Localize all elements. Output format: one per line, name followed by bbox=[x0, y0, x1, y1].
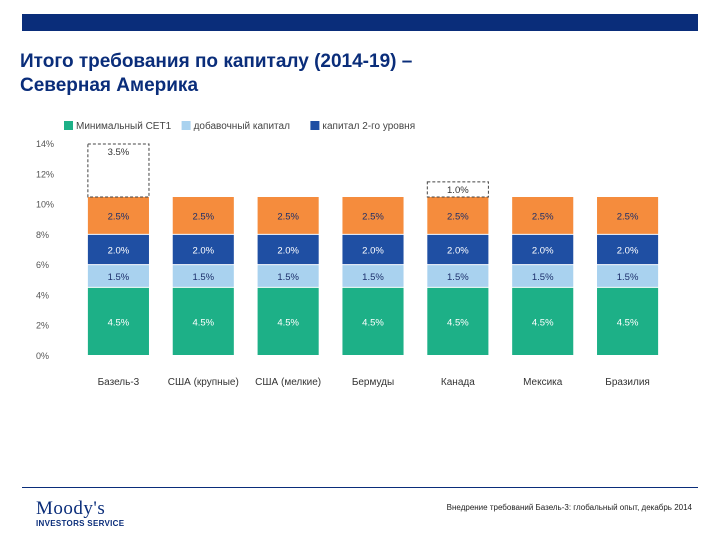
bar-value-label: 3.5% bbox=[108, 147, 130, 158]
bar-value-label: 1.5% bbox=[108, 272, 130, 283]
bar-value-label: 4.5% bbox=[447, 317, 469, 328]
bar-segment bbox=[257, 265, 319, 287]
bar-value-label: 1.5% bbox=[617, 272, 639, 283]
x-category-label: Бермуды bbox=[352, 377, 394, 388]
bar-segment bbox=[342, 287, 404, 355]
x-category-label: Бразилия bbox=[605, 377, 650, 388]
bar-value-label: 2.0% bbox=[192, 246, 214, 257]
logo-wordmark: Moody's bbox=[36, 498, 106, 519]
bar-value-label: 2.0% bbox=[617, 246, 639, 257]
bar-value-label: 1.5% bbox=[447, 272, 469, 283]
bar-segment bbox=[427, 234, 489, 265]
x-category-label: США (мелкие) bbox=[255, 377, 321, 388]
bar-value-label: 1.5% bbox=[277, 272, 299, 283]
source-note: Внедрение требований Базель-3: глобальны… bbox=[446, 503, 692, 512]
bar-segment bbox=[342, 265, 404, 287]
legend-swatch-1 bbox=[181, 121, 191, 130]
y-tick-label: 12% bbox=[36, 169, 54, 179]
legend-label-0: Минимальный CET1 bbox=[76, 121, 172, 132]
bar-segment bbox=[172, 234, 234, 265]
bar-value-label: 4.5% bbox=[532, 317, 554, 328]
bar-segment bbox=[257, 197, 319, 234]
legend-swatch-0 bbox=[64, 121, 73, 130]
bar-segment bbox=[172, 265, 234, 287]
bar-value-label: 2.5% bbox=[192, 211, 214, 222]
y-tick-label: 2% bbox=[36, 321, 49, 331]
page-title: Итого требования по капиталу (2014-19) –… bbox=[20, 50, 700, 98]
bar-value-label: 1.5% bbox=[532, 272, 554, 283]
x-category-label: Базель-3 bbox=[98, 377, 140, 388]
bar-segment bbox=[87, 234, 149, 265]
bar-value-label: 2.0% bbox=[362, 246, 384, 257]
bar-segment bbox=[512, 287, 574, 355]
bar-value-label: 2.5% bbox=[617, 211, 639, 222]
bar-segment bbox=[87, 143, 150, 198]
title-line-2: Северная Америка bbox=[20, 75, 199, 96]
bar-segment bbox=[172, 287, 234, 355]
bar-segment bbox=[427, 265, 489, 287]
bar-segment bbox=[512, 234, 574, 265]
bar-segment bbox=[342, 234, 404, 265]
bar-value-label: 1.5% bbox=[192, 272, 214, 283]
bar-value-label: 2.5% bbox=[108, 211, 130, 222]
y-tick-label: 8% bbox=[36, 230, 49, 240]
bar-value-label: 2.5% bbox=[277, 211, 299, 222]
bar-segment bbox=[597, 197, 659, 234]
bar-value-label: 4.5% bbox=[362, 317, 384, 328]
bar-value-label: 2.5% bbox=[447, 211, 469, 222]
bar-segment bbox=[87, 265, 149, 287]
bar-segment bbox=[172, 197, 234, 234]
logo-subtitle: INVESTORS SERVICE bbox=[36, 519, 125, 528]
bar-value-label: 4.5% bbox=[617, 317, 639, 328]
bar-segment bbox=[342, 197, 404, 234]
capital-requirements-chart: Минимальный CET1 добавочный капитал капита… bbox=[36, 120, 659, 388]
bar-value-label: 2.5% bbox=[362, 211, 384, 222]
bar-value-label: 4.5% bbox=[108, 317, 130, 328]
x-category-label: Канада bbox=[441, 377, 475, 388]
bar-segment bbox=[87, 287, 149, 355]
bar-value-label: 4.5% bbox=[277, 317, 299, 328]
legend-swatch-2 bbox=[310, 121, 320, 130]
bar-segment bbox=[427, 287, 489, 355]
bar-segment bbox=[426, 181, 489, 198]
bar-segment bbox=[87, 197, 149, 234]
x-category-label: Мексика bbox=[523, 377, 563, 388]
y-tick-label: 0% bbox=[36, 351, 49, 361]
bar-segment bbox=[597, 265, 659, 287]
bar-segment bbox=[257, 234, 319, 265]
header-bar bbox=[22, 14, 698, 31]
bar-value-label: 2.0% bbox=[108, 246, 130, 257]
bar-segment bbox=[597, 234, 659, 265]
bar-value-label: 1.5% bbox=[362, 272, 384, 283]
legend-label-1: добавочный капитал bbox=[194, 120, 290, 132]
y-tick-label: 14% bbox=[36, 139, 54, 149]
y-tick-label: 4% bbox=[36, 290, 49, 300]
bar-value-label: 2.5% bbox=[532, 211, 554, 222]
moodys-logo: Moody's INVESTORS SERVICE bbox=[36, 499, 146, 529]
bar-segment bbox=[512, 265, 574, 287]
bar-value-label: 2.0% bbox=[532, 246, 554, 257]
title-line-1: Итого требования по капиталу (2014-19) – bbox=[20, 51, 413, 72]
bar-segment bbox=[427, 197, 489, 234]
y-tick-label: 6% bbox=[36, 260, 49, 270]
bar-segment bbox=[597, 287, 659, 355]
bar-value-label: 1.0% bbox=[447, 185, 469, 196]
bar-value-label: 2.0% bbox=[277, 246, 299, 257]
bar-value-label: 4.5% bbox=[192, 317, 214, 328]
footer-divider bbox=[22, 487, 698, 488]
bar-segment bbox=[257, 287, 319, 355]
chart-area: Минимальный CET1 добавочный капитал капита… bbox=[30, 112, 680, 392]
bar-segment bbox=[512, 197, 574, 234]
legend-label-2: капитал 2-го уровня bbox=[322, 121, 415, 132]
x-category-label: США (крупные) bbox=[168, 377, 239, 388]
y-tick-label: 10% bbox=[36, 200, 54, 210]
bar-value-label: 2.0% bbox=[447, 246, 469, 257]
